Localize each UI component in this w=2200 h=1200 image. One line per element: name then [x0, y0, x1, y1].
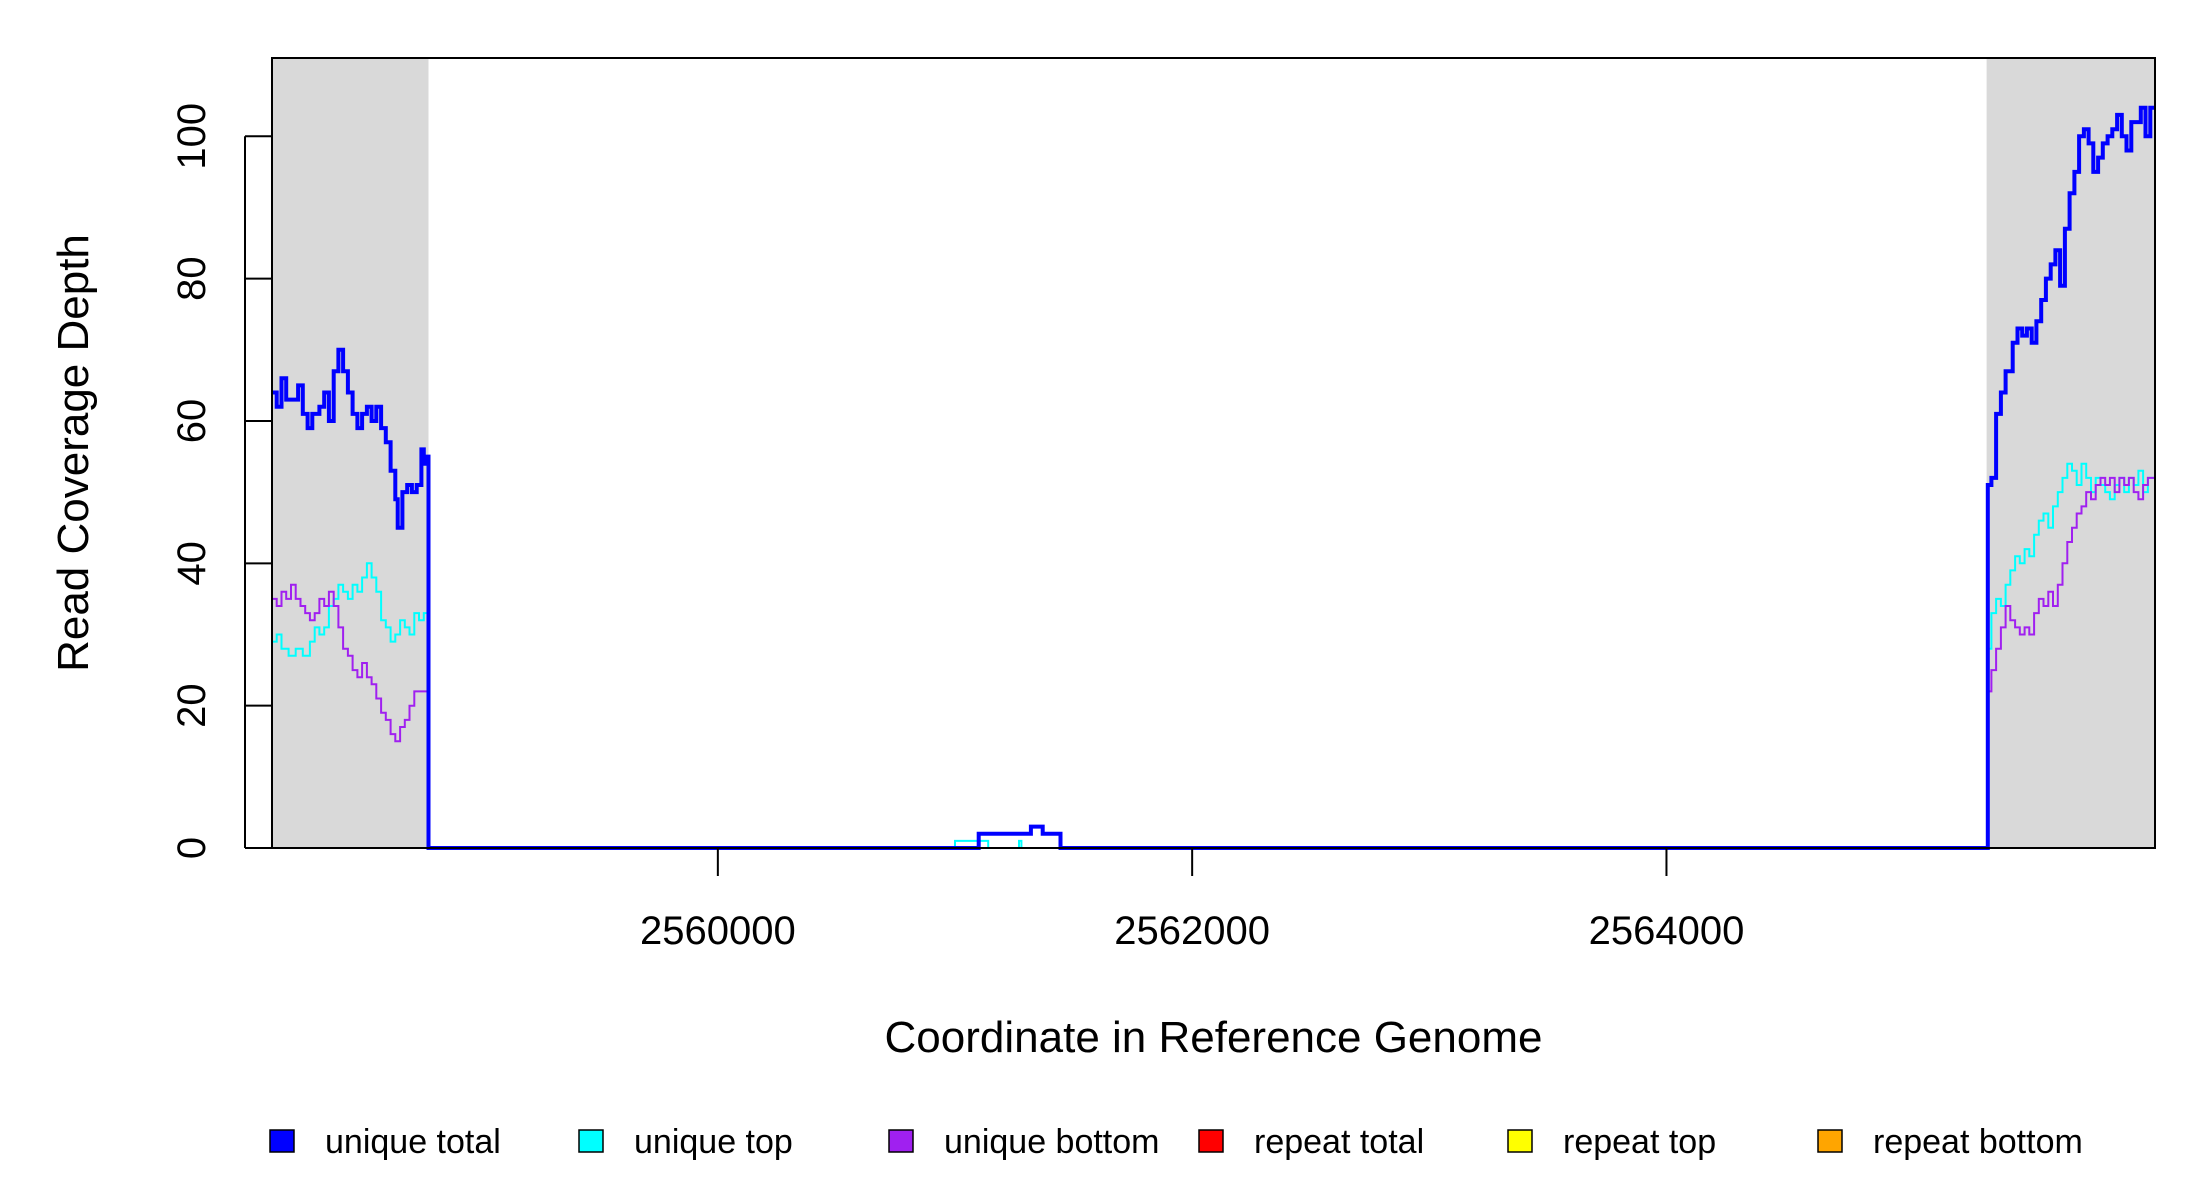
y-tick-label: 40: [170, 541, 214, 586]
x-axis-title: Coordinate in Reference Genome: [885, 1013, 1543, 1062]
legend-label: unique bottom: [944, 1123, 1160, 1161]
legend-item: repeat bottom: [1817, 1123, 2083, 1161]
x-axis: 2560000 2562000 2564000: [640, 848, 1744, 953]
legend-item: repeat total: [1198, 1123, 1424, 1161]
shaded-region-1: [1986, 58, 2155, 848]
legend-item: unique bottom: [888, 1123, 1160, 1161]
y-tick-label: 100: [170, 103, 214, 170]
y-tick-label: 20: [170, 683, 214, 728]
shaded-region-0: [272, 58, 429, 848]
x-tick-label: 2560000: [640, 909, 796, 953]
series-lines: [272, 105, 2155, 850]
legend-swatch: [888, 1129, 914, 1153]
shaded-regions: [272, 58, 2155, 848]
legend-item: unique top: [578, 1123, 793, 1161]
legend-label: repeat top: [1563, 1123, 1716, 1161]
legend-item: repeat top: [1507, 1123, 1716, 1161]
series-line-unique-total: [272, 105, 2155, 850]
legend-swatch: [269, 1129, 295, 1153]
legend-swatch: [1198, 1129, 1224, 1153]
y-tick-label: 60: [170, 399, 214, 444]
y-axis-title: Read Coverage Depth: [49, 234, 98, 672]
series-line-unique-top: [272, 462, 2155, 849]
x-tick-label: 2564000: [1589, 909, 1745, 953]
y-axis: 0 20 40 60 80 100: [170, 103, 272, 859]
legend-swatch: [1817, 1129, 1843, 1153]
legend-label: unique top: [634, 1123, 793, 1161]
legend: unique total unique top unique bottom repea…: [269, 1123, 2083, 1161]
plot-frame: [271, 57, 2156, 849]
legend-label: repeat total: [1254, 1123, 1424, 1161]
legend-item: unique total: [269, 1123, 501, 1161]
series-line-unique-bottom: [272, 476, 2155, 849]
y-tick-label: 0: [170, 837, 214, 859]
legend-label: unique total: [325, 1123, 501, 1161]
legend-swatch: [1507, 1129, 1533, 1153]
legend-swatch: [578, 1129, 604, 1153]
x-tick-label: 2562000: [1114, 909, 1270, 953]
y-tick-label: 80: [170, 256, 214, 301]
legend-label: repeat bottom: [1873, 1123, 2083, 1161]
